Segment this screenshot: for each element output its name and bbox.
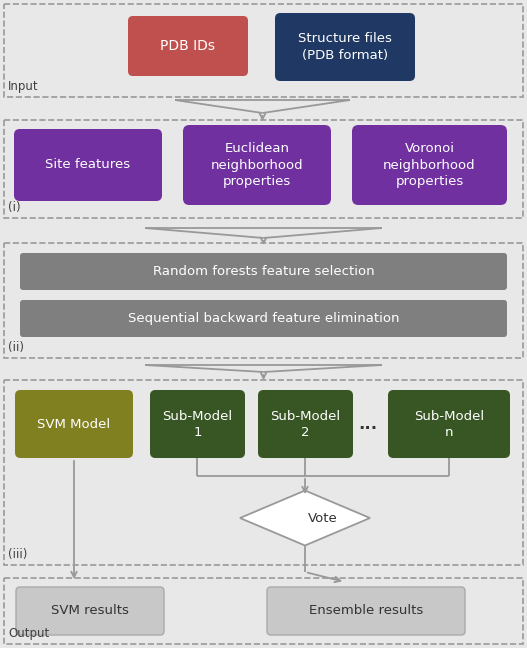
- FancyBboxPatch shape: [20, 300, 507, 337]
- Bar: [4, 243, 523, 358]
- FancyBboxPatch shape: [388, 390, 510, 458]
- Text: Euclidean
neighborhood
properties: Euclidean neighborhood properties: [211, 143, 304, 187]
- FancyBboxPatch shape: [20, 253, 507, 290]
- FancyBboxPatch shape: [16, 587, 164, 635]
- Text: (ii): (ii): [8, 341, 24, 354]
- Text: Random forests feature selection: Random forests feature selection: [153, 265, 374, 278]
- Text: Voronoi
neighborhood
properties: Voronoi neighborhood properties: [383, 143, 476, 187]
- Text: Output: Output: [8, 627, 49, 640]
- FancyBboxPatch shape: [267, 587, 465, 635]
- FancyBboxPatch shape: [352, 125, 507, 205]
- Bar: [4, 120, 523, 218]
- Text: Sub-Model
n: Sub-Model n: [414, 410, 484, 439]
- FancyBboxPatch shape: [150, 390, 245, 458]
- Text: Sub-Model
2: Sub-Model 2: [270, 410, 340, 439]
- FancyBboxPatch shape: [128, 16, 248, 76]
- Text: Ensemble results: Ensemble results: [309, 605, 423, 618]
- FancyBboxPatch shape: [258, 390, 353, 458]
- Text: Site features: Site features: [45, 159, 131, 172]
- Polygon shape: [240, 491, 370, 546]
- Text: Sub-Model
1: Sub-Model 1: [162, 410, 232, 439]
- FancyBboxPatch shape: [15, 390, 133, 458]
- Bar: [4, 4, 523, 97]
- Text: Sequential backward feature elimination: Sequential backward feature elimination: [128, 312, 399, 325]
- Bar: [4, 380, 523, 565]
- Text: PDB IDs: PDB IDs: [161, 39, 216, 53]
- Text: ...: ...: [358, 415, 377, 433]
- Text: Vote: Vote: [308, 511, 338, 524]
- Text: SVM Model: SVM Model: [37, 417, 111, 430]
- FancyBboxPatch shape: [183, 125, 331, 205]
- Bar: [4, 578, 523, 644]
- Text: (i): (i): [8, 201, 21, 214]
- FancyBboxPatch shape: [275, 13, 415, 81]
- Text: Structure files
(PDB format): Structure files (PDB format): [298, 32, 392, 62]
- Text: SVM results: SVM results: [51, 605, 129, 618]
- Text: Input: Input: [8, 80, 38, 93]
- FancyBboxPatch shape: [14, 129, 162, 201]
- Text: (iii): (iii): [8, 548, 27, 561]
